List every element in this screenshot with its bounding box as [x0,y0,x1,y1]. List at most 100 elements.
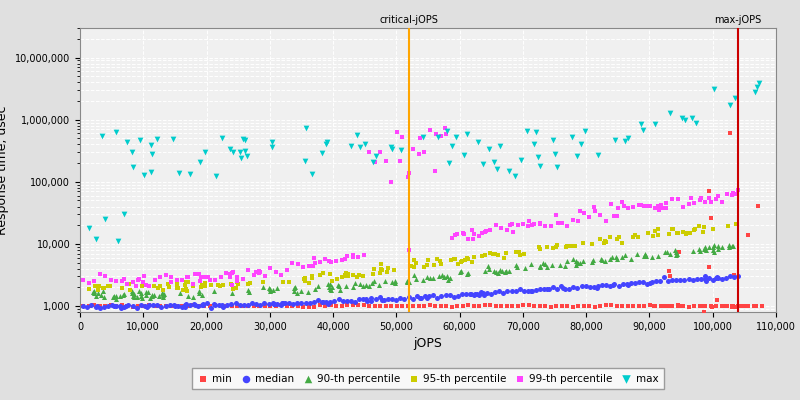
median [398,296,411,302]
90-th percentile [226,289,238,296]
90-th percentile [586,256,599,263]
95-th percentile [336,274,349,280]
median [447,294,460,300]
median [250,300,262,307]
max [111,238,124,244]
95-th percentile [387,267,400,274]
median [622,282,634,288]
median [340,297,353,304]
median [414,295,426,301]
99-th percentile [176,277,189,284]
99-th percentile [677,204,690,210]
95-th percentile [534,246,546,253]
max [306,170,318,177]
median [554,282,567,289]
min [484,302,497,309]
median [390,297,402,303]
median [141,303,154,310]
95-th percentile [198,280,211,286]
99-th percentile [220,270,233,276]
median [464,291,477,297]
95-th percentile [340,273,353,280]
min [583,303,596,310]
median [322,300,335,307]
max [385,144,398,150]
99-th percentile [202,274,214,280]
90-th percentile [525,261,538,267]
min [182,302,194,309]
99-th percentile [583,214,596,221]
median [106,302,118,308]
max [637,126,650,133]
min [723,130,736,137]
95-th percentile [161,281,174,288]
95-th percentile [549,244,562,250]
median [357,296,370,302]
median [234,302,246,308]
90-th percentile [193,290,206,296]
90-th percentile [125,288,138,294]
90-th percentile [402,279,415,285]
95-th percentile [455,257,468,264]
90-th percentile [610,254,622,260]
median [421,295,434,301]
median [320,299,333,305]
max [367,158,380,165]
min [396,303,409,309]
95-th percentile [303,280,316,286]
max [521,128,534,134]
90-th percentile [534,262,546,269]
90-th percentile [421,274,434,281]
99-th percentile [574,208,587,214]
max [370,153,382,160]
90-th percentile [110,293,122,299]
median [303,299,316,306]
99-th percentile [484,227,497,234]
median [699,277,712,284]
99-th percentile [643,203,656,210]
max [216,135,229,142]
median [179,304,192,310]
max [724,102,737,108]
median [723,273,736,279]
99-th percentile [594,211,607,218]
min [663,302,676,309]
99-th percentile [189,271,202,277]
90-th percentile [574,260,586,266]
95-th percentile [626,234,639,240]
min [739,302,752,309]
median [493,288,506,294]
90-th percentile [494,266,506,273]
90-th percentile [603,256,616,262]
95-th percentile [647,233,660,240]
95-th percentile [510,249,522,255]
max [240,153,253,160]
min [550,303,563,309]
90-th percentile [243,289,256,295]
median [604,283,617,290]
min [440,303,453,310]
95-th percentile [92,287,105,294]
median [472,291,485,298]
95-th percentile [722,223,734,230]
90-th percentile [257,284,270,291]
min [732,303,745,310]
99-th percentile [230,278,243,284]
95-th percentile [124,287,137,293]
90-th percentile [193,288,206,295]
95-th percentile [498,255,510,262]
90-th percentile [610,256,623,262]
95-th percentile [230,284,242,291]
median [85,302,98,308]
min [88,302,101,309]
95-th percentile [445,257,458,263]
median [694,276,707,283]
median [707,276,720,283]
90-th percentile [586,258,598,265]
90-th percentile [195,292,208,298]
95-th percentile [374,270,386,276]
median [465,291,478,297]
median [119,303,132,310]
95-th percentile [475,252,488,259]
99-th percentile [407,145,420,152]
